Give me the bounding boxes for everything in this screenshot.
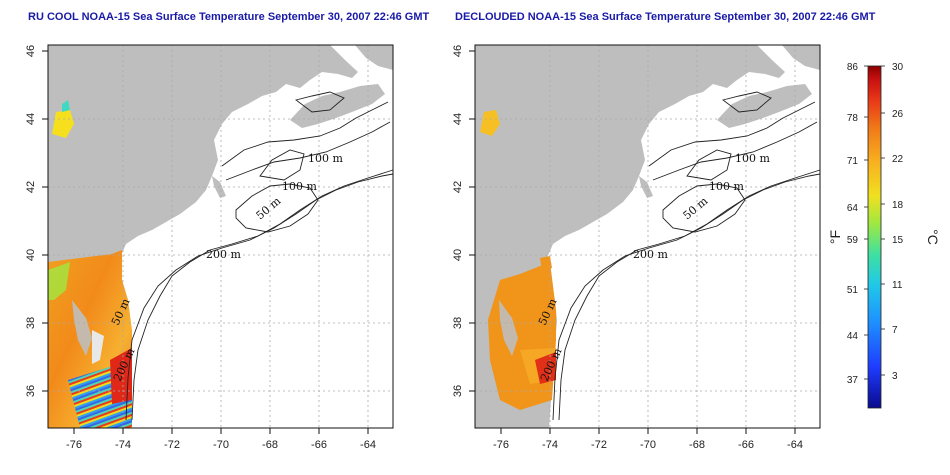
y-tick: 38 [452,317,464,329]
colorbar-c-tick: 15 [892,235,904,246]
colorbar-c-tick: 3 [892,371,898,382]
x-tick: -76 [493,439,509,451]
colorbar-f-tick: 44 [847,331,859,342]
contour-label-200m-a: 200 m [633,248,668,261]
y-tick: 46 [25,45,37,57]
x-tick: -70 [640,439,656,451]
bathymetry-contours [125,91,394,421]
contour-label-200m-a: 200 m [206,248,241,261]
y-tick: 38 [25,317,37,329]
contour-label-100m-b: 100 m [709,180,744,193]
y-tick: 36 [25,385,37,397]
colorbar-unit-c: °C [925,229,941,245]
right-map-title: DECLOUDED NOAA-15 Sea Surface Temperatur… [455,11,876,23]
x-tick: -76 [66,439,82,451]
colorbar-gradient [867,65,882,409]
x-tick: -74 [542,439,558,451]
colorbar-f-tick: 51 [847,285,859,296]
x-tick: -66 [311,439,327,451]
x-tick: -64 [360,439,376,451]
left-map-title: RU COOL NOAA-15 Sea Surface Temperature … [28,11,430,23]
x-tick: -72 [164,439,180,451]
contour-label-100m-a: 100 m [735,152,770,165]
y-tick: 46 [452,45,464,57]
nova-scotia [290,84,385,128]
colorbar-c-tick: 30 [892,62,904,73]
x-tick: -68 [262,439,278,451]
colorbar-f-tick: 86 [847,62,859,73]
colorbar-unit-f: °F [827,230,843,244]
y-tick: 44 [452,113,464,125]
x-tick: -74 [115,439,131,451]
right-map-panel: 100 m 100 m 50 m 200 m 50 m 200 m -76 -7… [452,44,821,451]
colorbar-f-tick: 37 [847,375,859,386]
colorbar-c-tick: 11 [892,280,903,291]
colorbar-c-tick: 7 [892,325,898,336]
colorbar-f-tick: 59 [847,235,859,246]
y-tick: 44 [25,113,37,125]
colorbar: 86 78 71 64 59 51 44 37 30 26 22 18 15 1… [827,62,941,409]
colorbar-f-tick: 78 [847,113,859,124]
colorbar-f-tick: 71 [847,156,859,167]
x-tick: -66 [738,439,754,451]
colorbar-f-tick: 64 [847,203,859,214]
left-map-panel: 100 m 100 m 50 m 200 m 50 m 200 m -76 -7… [25,44,394,451]
x-tick: -70 [213,439,229,451]
y-tick: 40 [25,249,37,261]
colorbar-c-tick: 26 [892,109,904,120]
colorbar-c-tick: 18 [892,200,904,211]
x-tick: -64 [787,439,803,451]
colorbar-c-tick: 22 [892,154,904,165]
y-tick: 42 [452,181,464,193]
contour-label-100m-b: 100 m [282,180,317,193]
x-tick: -72 [591,439,607,451]
y-tick: 42 [25,181,37,193]
y-tick: 40 [452,249,464,261]
y-tick: 36 [452,385,464,397]
contour-label-100m-a: 100 m [308,152,343,165]
x-tick: -68 [689,439,705,451]
